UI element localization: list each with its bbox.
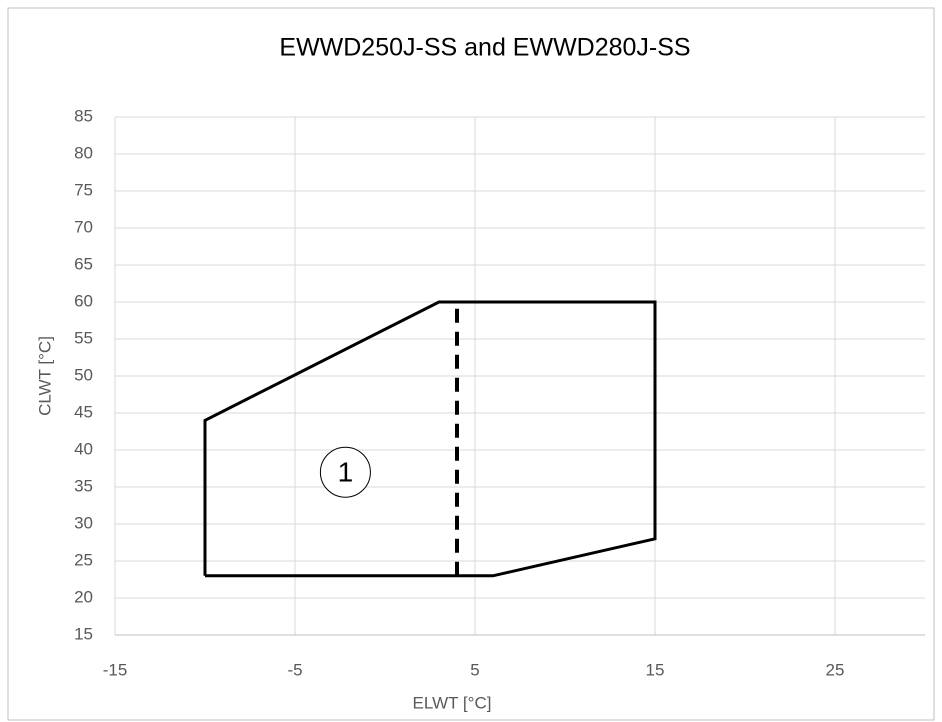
y-tick-label: 80: [74, 143, 93, 162]
x-tick-label: -5: [287, 660, 302, 679]
x-tick-label: 5: [470, 660, 479, 679]
y-tick-label: 15: [74, 624, 93, 643]
x-axis-label: ELWT [°C]: [413, 693, 492, 712]
y-tick-label: 75: [74, 180, 93, 199]
series-line: [203, 300, 657, 578]
y-tick-label: 45: [74, 402, 93, 421]
y-tick-label: 60: [74, 291, 93, 310]
x-tick-label: 25: [826, 660, 845, 679]
y-axis-label: CLWT [°C]: [35, 336, 54, 416]
y-tick-label: 35: [74, 476, 93, 495]
y-tick-label: 55: [74, 328, 93, 347]
y-tick-label: 70: [74, 217, 93, 236]
y-tick-label: 25: [74, 550, 93, 569]
annotation: 1: [338, 457, 354, 488]
y-tick-label: 20: [74, 587, 93, 606]
x-tick-label: -15: [103, 660, 128, 679]
chart-title: EWWD250J-SS and EWWD280J-SS: [279, 34, 690, 62]
chart-border: [7, 7, 935, 721]
y-tick-label: 30: [74, 513, 93, 532]
annotation-circle: [319, 446, 371, 498]
x-tick-label: 15: [646, 660, 665, 679]
y-tick-label: 85: [74, 106, 93, 125]
y-tick-label: 40: [74, 439, 93, 458]
y-tick-label: 65: [74, 254, 93, 273]
y-tick-label: 50: [74, 365, 93, 384]
